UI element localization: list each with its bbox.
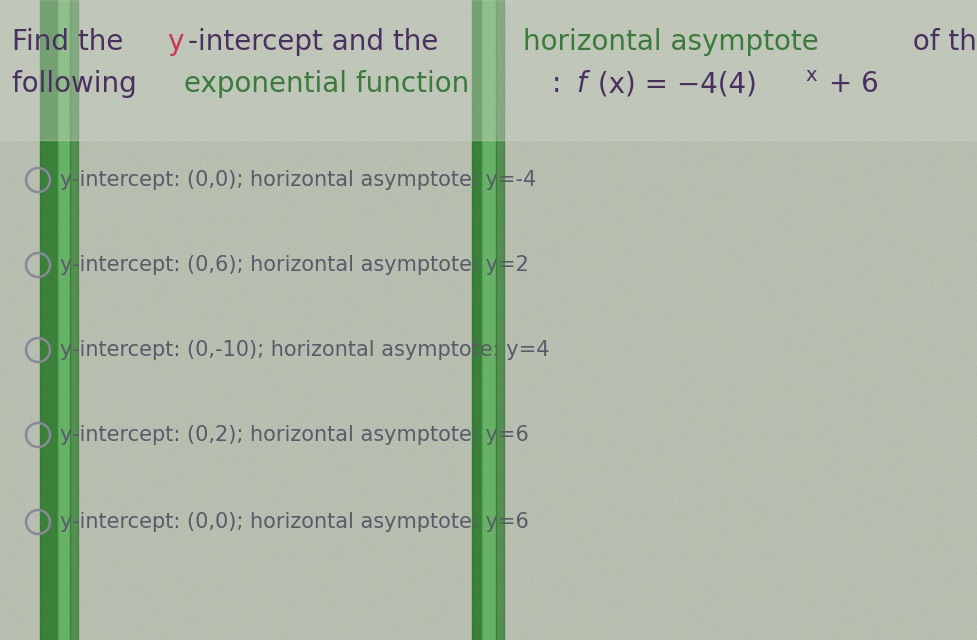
Text: y-intercept: (0,0); horizontal asymptote: y=-4: y-intercept: (0,0); horizontal asymptote… <box>60 170 535 190</box>
Text: + 6: + 6 <box>820 70 878 98</box>
Bar <box>40 0 58 640</box>
Text: y-intercept: (0,0); horizontal asymptote: y=6: y-intercept: (0,0); horizontal asymptote… <box>60 512 529 532</box>
Text: exponential function: exponential function <box>185 70 469 98</box>
Text: (x) = −4(4): (x) = −4(4) <box>588 70 756 98</box>
Text: y-intercept: (0,6); horizontal asymptote: y=2: y-intercept: (0,6); horizontal asymptote… <box>60 255 529 275</box>
Text: horizontal asymptote: horizontal asymptote <box>523 28 818 56</box>
Bar <box>58 0 70 640</box>
Text: y-intercept: (0,-10); horizontal asymptote: y=4: y-intercept: (0,-10); horizontal asympto… <box>60 340 549 360</box>
Text: x: x <box>804 66 816 85</box>
Bar <box>70 0 78 640</box>
Bar <box>472 0 482 640</box>
Bar <box>482 0 495 640</box>
Bar <box>0 0 977 140</box>
Text: -intercept and the: -intercept and the <box>189 28 447 56</box>
Text: y-intercept: (0,2); horizontal asymptote: y=6: y-intercept: (0,2); horizontal asymptote… <box>60 425 529 445</box>
Text: of the: of the <box>904 28 977 56</box>
Text: y: y <box>167 28 184 56</box>
Bar <box>495 0 503 640</box>
Text: following: following <box>12 70 146 98</box>
Text: Find the: Find the <box>12 28 132 56</box>
Text: f: f <box>575 70 585 98</box>
Text: :: : <box>552 70 571 98</box>
